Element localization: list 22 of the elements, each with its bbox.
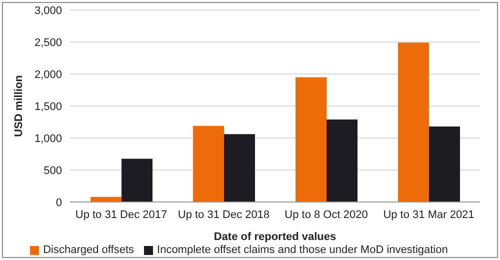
y-tick-label: 2,500 bbox=[34, 36, 62, 49]
y-tick-label: 0 bbox=[56, 196, 62, 209]
y-axis-title: USD million bbox=[12, 74, 25, 137]
x-axis-title: Date of reported values bbox=[214, 231, 336, 243]
bar bbox=[429, 126, 460, 202]
y-tick-label: 3,000 bbox=[34, 4, 62, 17]
y-tick-label: 1,000 bbox=[34, 132, 62, 145]
x-tick-label: Up to 8 Oct 2020 bbox=[284, 208, 368, 221]
bar bbox=[224, 134, 255, 202]
bar bbox=[398, 42, 429, 202]
x-tick-label: Up to 31 Mar 2021 bbox=[383, 208, 474, 221]
legend-label: Discharged offsets bbox=[43, 244, 134, 256]
x-tick-label: Up to 31 Dec 2018 bbox=[178, 208, 270, 221]
bar bbox=[296, 77, 326, 202]
legend-label: Incomplete offset claims and those under MoD investigation bbox=[157, 244, 448, 256]
bar bbox=[326, 119, 358, 202]
x-tick-label: Up to 31 Dec 2017 bbox=[75, 208, 168, 221]
y-tick-label: 1,500 bbox=[34, 100, 62, 113]
y-tick-label: 2,000 bbox=[34, 68, 62, 81]
bar bbox=[122, 158, 152, 202]
y-tick-label: 500 bbox=[44, 164, 62, 177]
bar bbox=[193, 126, 224, 202]
